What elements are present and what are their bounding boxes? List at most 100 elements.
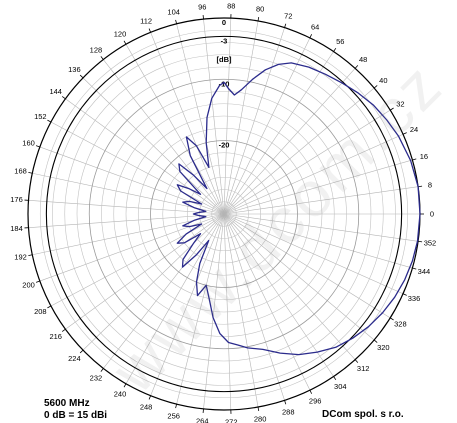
angle-tick-label: 96 xyxy=(198,3,206,12)
angle-tick-label: 48 xyxy=(359,55,367,64)
angle-tick-label: 344 xyxy=(418,267,431,276)
angle-tick-label: 40 xyxy=(379,76,387,85)
angle-tick-label: 104 xyxy=(167,8,180,17)
angle-tick xyxy=(354,65,359,69)
angle-tick-label: 352 xyxy=(424,238,437,247)
ring-gridline xyxy=(52,42,396,386)
angle-tick xyxy=(309,389,313,394)
angle-tick-label: 296 xyxy=(309,396,322,405)
ring-gridline xyxy=(113,103,335,325)
angle-tick xyxy=(28,254,33,256)
angle-tick xyxy=(148,395,151,400)
angle-tick-label: 152 xyxy=(34,112,47,121)
angle-tick xyxy=(28,172,33,174)
gain-label: 0 dB = 15 dBi xyxy=(44,410,108,421)
angle-tick-label: 232 xyxy=(90,373,103,382)
angle-tick xyxy=(123,383,127,388)
angle-tick xyxy=(257,16,260,22)
angle-tick xyxy=(373,339,378,343)
angle-tick xyxy=(390,107,394,111)
angle-tick xyxy=(79,349,84,354)
ring-label: -10 xyxy=(219,79,230,88)
ring-gridline xyxy=(125,115,323,313)
angle-tick xyxy=(175,19,177,24)
angle-tick xyxy=(309,34,313,39)
angle-tick xyxy=(61,328,66,332)
ring-gridline xyxy=(76,66,372,362)
angle-tick xyxy=(175,404,177,409)
angle-tick-label: 64 xyxy=(311,23,319,32)
angle-tick-label: 80 xyxy=(256,5,264,14)
ring-gridline xyxy=(186,176,262,252)
angle-tick xyxy=(418,185,423,188)
angle-tick xyxy=(402,132,407,135)
ring-gridline xyxy=(101,91,347,337)
ring-gridline xyxy=(137,127,311,301)
company-label: DCom spol. s r.o. xyxy=(322,409,404,420)
angle-tick-label: 184 xyxy=(10,224,23,233)
angle-tick xyxy=(61,96,66,100)
ring-gridline xyxy=(199,189,249,239)
angle-tick-label: 176 xyxy=(10,195,23,204)
angle-tick xyxy=(418,240,423,243)
angle-tick xyxy=(402,293,407,296)
angle-tick xyxy=(284,400,287,405)
angle-tick-label: 264 xyxy=(196,416,209,423)
angle-tick-label: 256 xyxy=(167,411,180,420)
ring-label: -3 xyxy=(221,36,228,45)
angle-tick xyxy=(284,23,287,28)
angle-tick xyxy=(148,28,151,33)
angle-tick-label: 208 xyxy=(34,307,47,316)
angle-tick-label: 128 xyxy=(90,46,103,55)
angle-tick xyxy=(100,368,104,372)
angle-tick xyxy=(333,376,337,381)
angle-tick xyxy=(354,359,359,363)
angle-tick xyxy=(100,56,104,60)
angle-tick-label: 328 xyxy=(394,320,407,329)
angle-tick-label: 200 xyxy=(22,281,35,290)
angle-tick-label: 288 xyxy=(282,407,295,416)
angle-tick-label: 112 xyxy=(140,17,152,26)
angle-tick-label: 0 xyxy=(430,210,434,219)
ring-label: 0 xyxy=(222,18,226,27)
angle-tick xyxy=(35,280,40,283)
angle-tick-label: 160 xyxy=(22,138,35,147)
angle-tick-label: 24 xyxy=(410,125,418,134)
angle-tick xyxy=(390,317,394,321)
angle-tick-label: 168 xyxy=(14,166,27,175)
unit-label: [dB] xyxy=(217,55,232,64)
angle-tick xyxy=(412,267,417,270)
angle-tick-label: 88 xyxy=(227,2,235,11)
angle-tick xyxy=(79,74,84,79)
angle-tick xyxy=(47,305,52,309)
angle-tick xyxy=(123,40,127,45)
ring-3db xyxy=(45,35,403,393)
angle-tick-label: 32 xyxy=(396,99,404,108)
angle-tick xyxy=(257,406,260,412)
angle-tick-label: 312 xyxy=(357,364,370,373)
angle-tick-label: 72 xyxy=(284,12,292,21)
angle-tick-label: 224 xyxy=(68,354,81,363)
ring-gridline xyxy=(174,164,274,264)
angle-tick-label: 8 xyxy=(428,181,432,190)
angle-tick-label: 16 xyxy=(420,152,428,161)
angle-tick-label: 320 xyxy=(377,343,390,352)
angle-tick-label: 240 xyxy=(114,390,127,399)
angle-tick xyxy=(412,158,417,161)
frequency-label: 5600 MHz xyxy=(44,398,90,409)
ring-gridline xyxy=(162,152,286,276)
angle-tick-label: 120 xyxy=(114,29,127,38)
angle-tick-label: 144 xyxy=(49,87,62,96)
ring-label: -20 xyxy=(219,141,230,150)
ring-gridline xyxy=(64,54,384,374)
angle-tick-label: 56 xyxy=(336,37,344,46)
series-line xyxy=(176,62,421,356)
angle-tick-label: 136 xyxy=(68,65,81,74)
angle-tick-label: 192 xyxy=(14,253,27,262)
angle-tick xyxy=(47,119,52,123)
angle-tick xyxy=(333,47,337,52)
angle-tick-label: 272 xyxy=(225,417,238,423)
angle-tick-label: 216 xyxy=(49,332,62,341)
